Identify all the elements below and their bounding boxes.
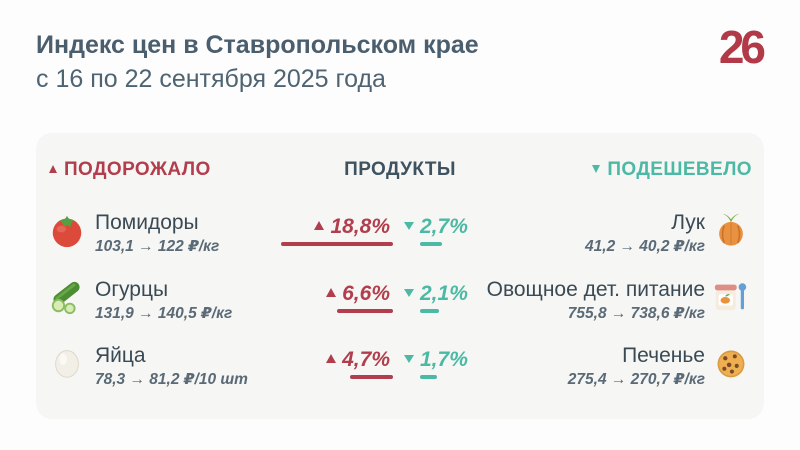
down-arrow-icon: [592, 165, 601, 173]
cookie-icon: [712, 344, 750, 382]
up-arrow-icon: [326, 354, 337, 363]
product-name: Лук: [671, 211, 705, 234]
decreased-item: Лук 41,2 → 40,2 ₽/кг: [585, 211, 750, 256]
increase-bar: [337, 309, 393, 313]
price-row-tomatoes-onion: Помидоры 103,1 → 122 ₽/кг 18,8% 2,7% Лук…: [36, 203, 764, 265]
down-arrow-icon: [404, 222, 414, 230]
decreased-item: Овощное дет. питание 755,8 → 738,6 ₽/кг: [487, 278, 750, 323]
product-name: Овощное дет. питание: [486, 278, 705, 301]
price-index-card: ПРОДУКТЫ ПОДОРОЖАЛО ПОДЕШЕВЕЛО Помидоры …: [36, 133, 764, 419]
decreased-item: Печенье 275,4 → 270,7 ₽/кг: [568, 344, 750, 389]
up-arrow-icon: [49, 165, 57, 173]
decrease-percent: 2,7%: [404, 215, 468, 246]
product-name: Помидоры: [95, 211, 199, 234]
page-title: Индекс цен в Ставропольском крае: [36, 31, 479, 59]
up-arrow-icon: [314, 221, 325, 230]
brand-logo-26: 26: [718, 21, 766, 73]
increased-item: Помидоры 103,1 → 122 ₽/кг: [48, 211, 219, 256]
increase-bar: [281, 242, 393, 246]
product-name: Яйца: [95, 344, 146, 367]
increase-percent: 18,8%: [36, 215, 393, 246]
product-price: 103,1 → 122 ₽/кг: [95, 238, 220, 255]
increase-percent: 6,6%: [36, 282, 393, 313]
decrease-bar: [420, 309, 439, 313]
page-subtitle: с 16 по 22 сентября 2025 года: [36, 65, 386, 93]
product-price: 275,4 → 270,7 ₽/кг: [567, 371, 705, 388]
column-header-decreased: ПОДЕШЕВЕЛО: [592, 159, 752, 181]
down-arrow-icon: [404, 355, 414, 363]
product-price: 78,3 → 81,2 ₽/10 шт: [95, 371, 248, 388]
product-price: 41,2 → 40,2 ₽/кг: [585, 238, 705, 255]
down-arrow-icon: [404, 289, 414, 297]
onion-icon: [712, 211, 750, 249]
increase-percent: 4,7%: [36, 348, 393, 379]
header-titles: Индекс цен в Ставропольском крае с 16 по…: [36, 30, 479, 94]
decrease-percent: 1,7%: [404, 348, 468, 379]
up-arrow-icon: [326, 288, 337, 297]
increased-item: Яйца 78,3 → 81,2 ₽/10 шт: [48, 344, 248, 389]
egg-icon: [48, 344, 86, 382]
price-row-eggs-cookies: Яйца 78,3 → 81,2 ₽/10 шт 4,7% 1,7% Печен…: [36, 336, 764, 398]
increased-item: Огурцы 131,9 → 140,5 ₽/кг: [48, 278, 232, 323]
product-name: Огурцы: [95, 278, 169, 301]
price-row-cucumbers-babyfood: Огурцы 131,9 → 140,5 ₽/кг 6,6% 2,1% Овощ…: [36, 270, 764, 332]
product-price: 131,9 → 140,5 ₽/кг: [95, 305, 233, 322]
baby-food-icon: [712, 278, 750, 316]
product-name: Печенье: [622, 344, 705, 367]
decrease-bar: [420, 242, 442, 246]
decrease-percent: 2,1%: [404, 282, 468, 313]
decrease-bar: [420, 375, 437, 379]
column-header-increased: ПОДОРОЖАЛО: [49, 159, 211, 181]
increase-bar: [350, 375, 393, 379]
tomato-icon: [48, 211, 86, 249]
column-header-products: ПРОДУКТЫ: [344, 159, 456, 180]
cucumber-icon: [48, 278, 86, 316]
product-price: 755,8 → 738,6 ₽/кг: [567, 305, 705, 322]
